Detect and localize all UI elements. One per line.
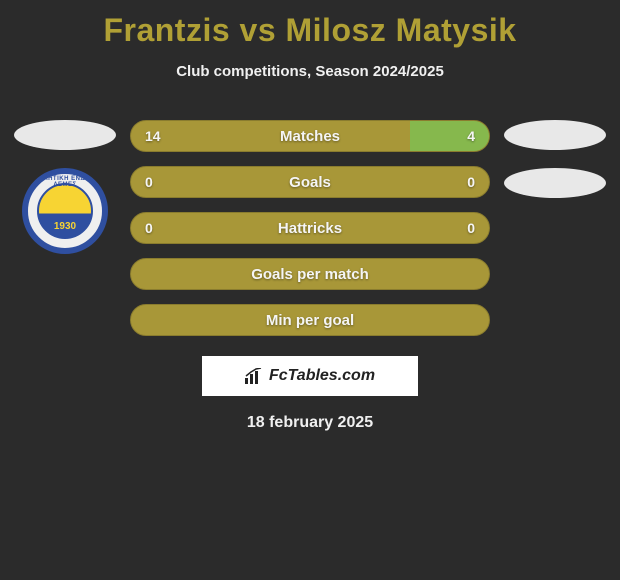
stat-bar: Goals0 0 [130,166,490,198]
left-player-column: ΑΘΛΗΤΙΚΗ ΕΝΩΣΙΣ ΛΕΜΕΣ 1930 [10,120,120,254]
page-title: Frantzis vs Milosz Matysik [0,0,620,49]
stats-bars: Matches144Goals00Hattricks00Goals per ma… [130,120,490,350]
club-badge-arc-text: ΑΘΛΗΤΙΚΗ ΕΝΩΣΙΣ ΛΕΜΕΣ [28,176,102,188]
stat-bar-left-value: 0 [145,167,153,197]
page-subtitle: Club competitions, Season 2024/2025 [0,63,620,80]
brand-box: FcTables.com [202,356,418,396]
brand-text: FcTables.com [269,367,375,385]
stat-bar-label: Matches [131,121,489,151]
player-photo-placeholder [504,120,606,150]
stat-bar-right-value: 0 [467,167,475,197]
club-badge-year: 1930 [54,221,76,232]
stat-bar-label: Goals [131,167,489,197]
club-badge-placeholder [504,168,606,198]
stat-bar-label: Goals per match [131,259,489,289]
stat-bar: Matches14 4 [130,120,490,152]
stat-bar-label: Min per goal [131,305,489,335]
stat-bar-right-value: 4 [467,121,475,151]
club-badge-left: ΑΘΛΗΤΙΚΗ ΕΝΩΣΙΣ ΛΕΜΕΣ 1930 [22,168,108,254]
stat-bar-right-value: 0 [467,213,475,243]
right-player-column [500,120,610,216]
date-text: 18 february 2025 [0,414,620,432]
stat-bar-left-value: 14 [145,121,161,151]
stat-bar: Min per goal [130,304,490,336]
club-badge-inner: 1930 [37,183,93,239]
stat-bar: Goals per match [130,258,490,290]
stat-bar-label: Hattricks [131,213,489,243]
stat-bar: Hattricks0 0 [130,212,490,244]
player-photo-placeholder [14,120,116,150]
footer-block: FcTables.com 18 february 2025 [0,350,620,432]
chart-icon [245,368,263,384]
stat-bar-left-value: 0 [145,213,153,243]
